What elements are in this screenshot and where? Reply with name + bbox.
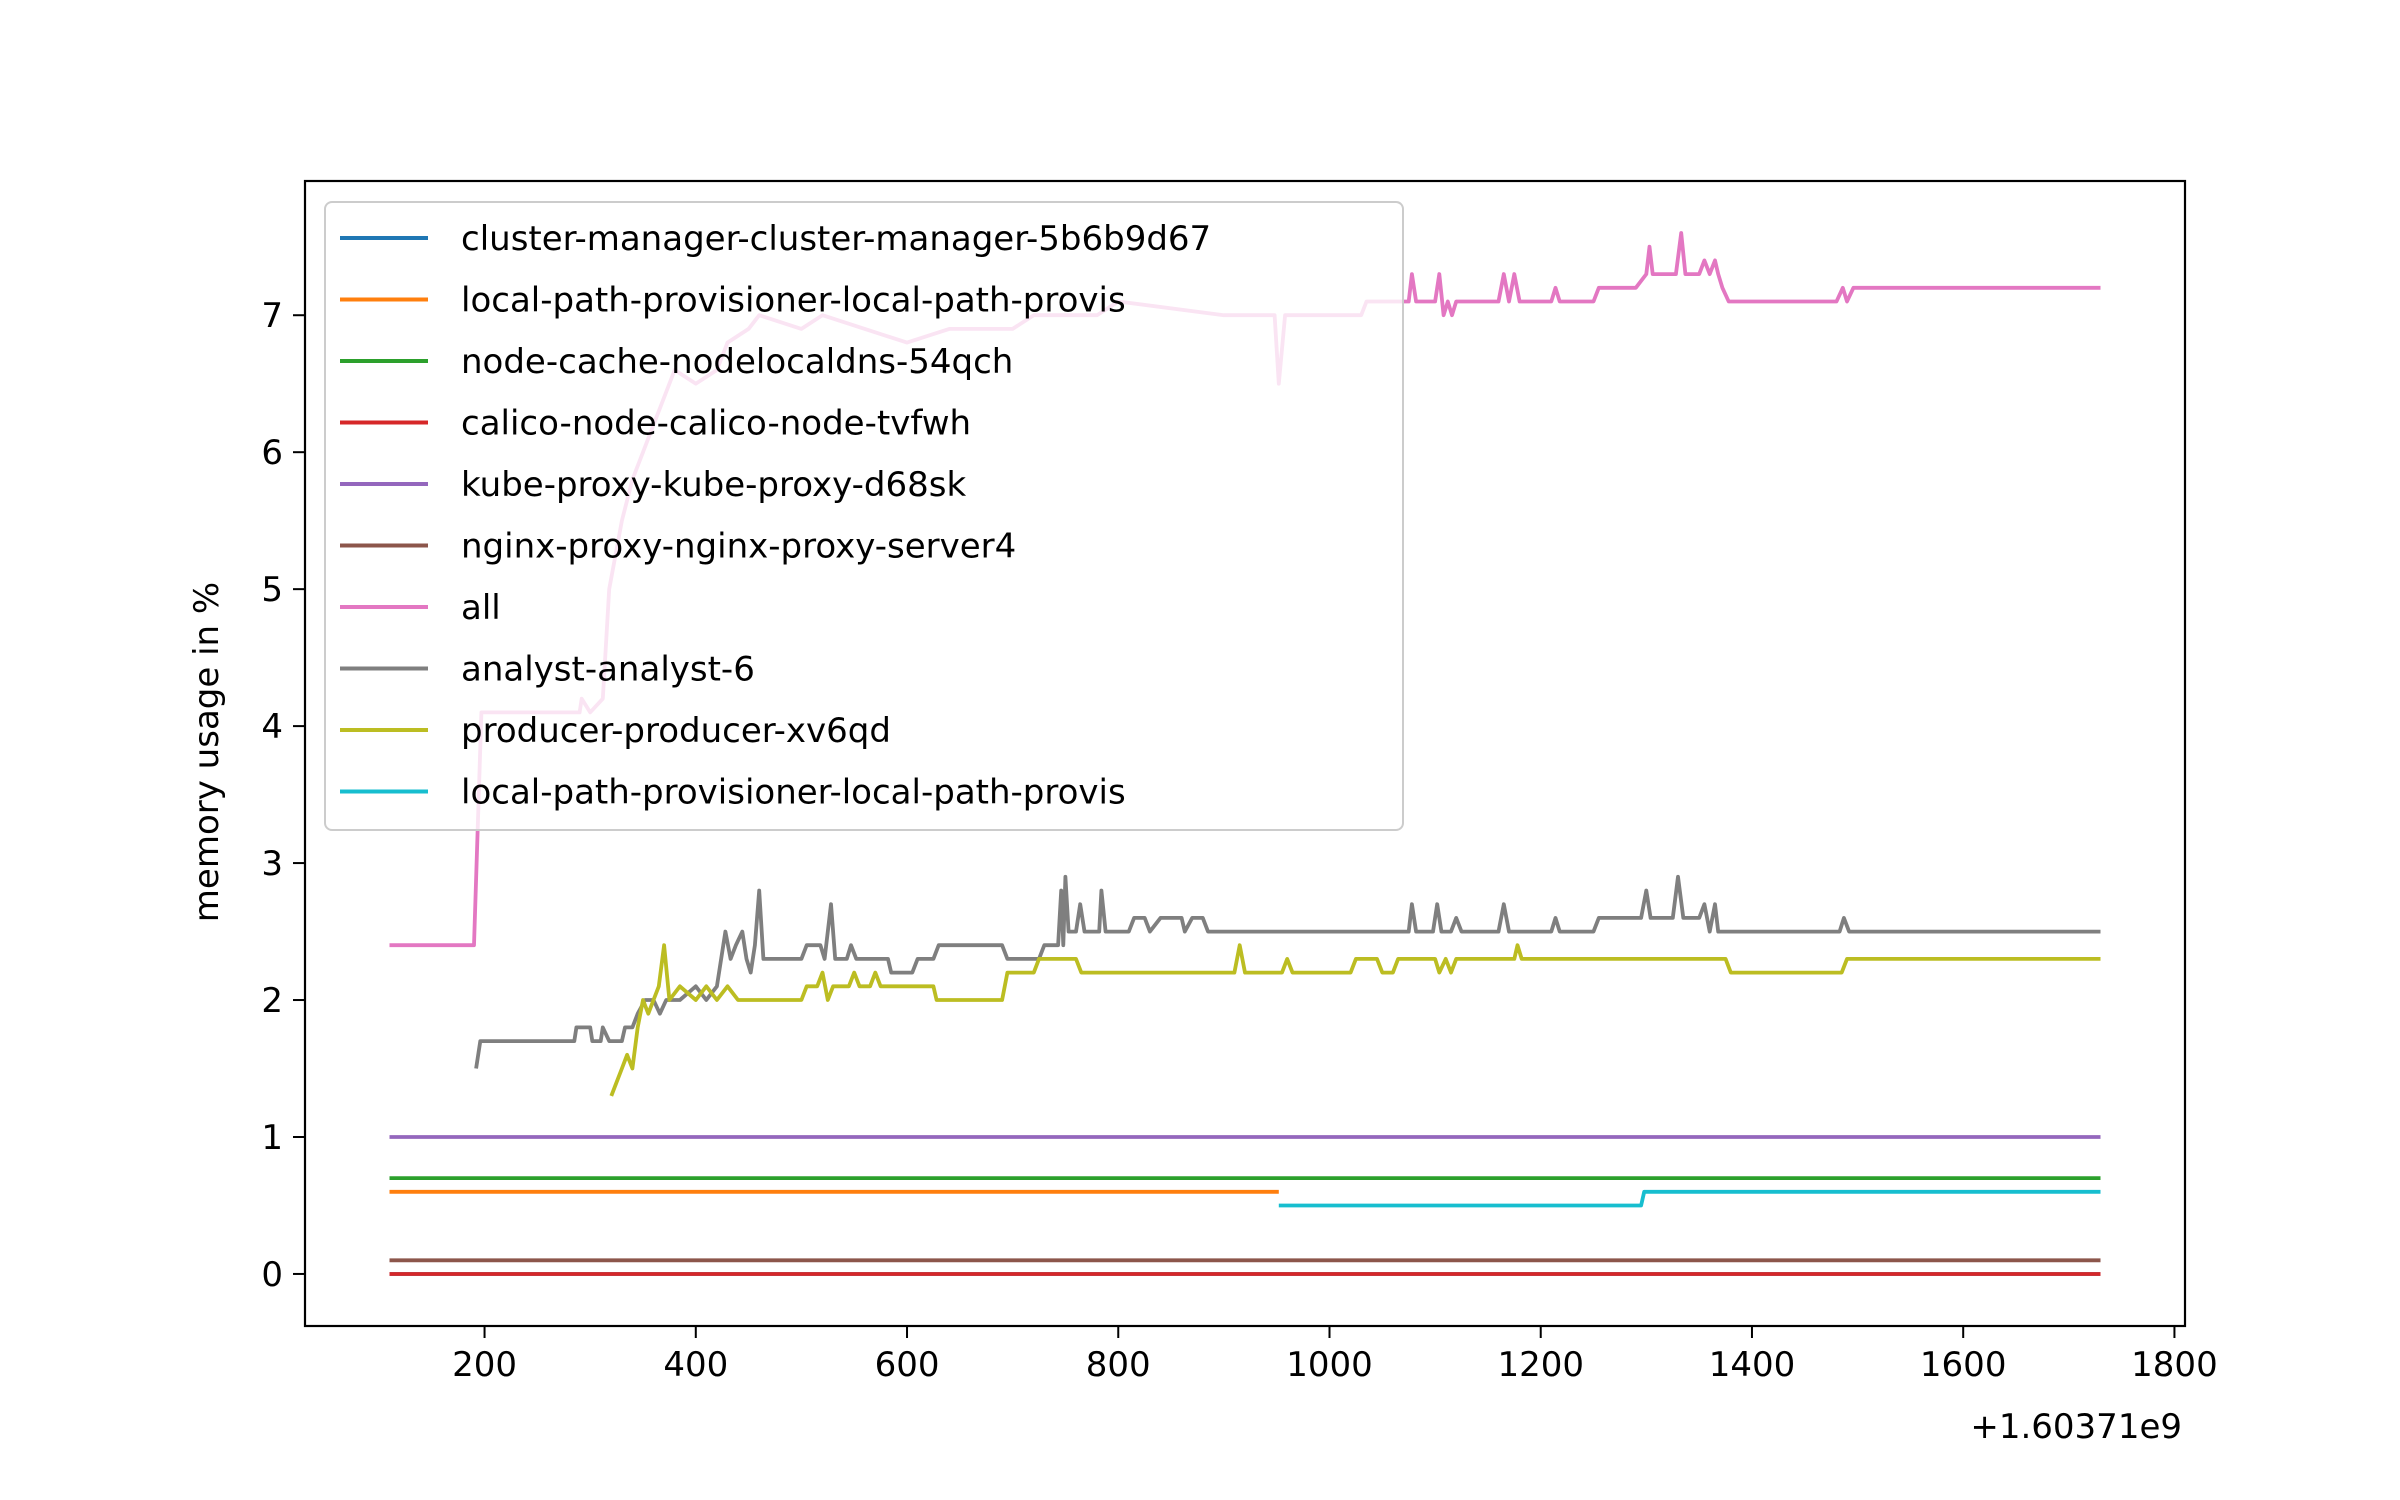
tick-layer: 200 400 600 800 1000 1200 1400 1600 1800 0 1 2 3 4 5 6 7 [261, 296, 2217, 1385]
y-tick-label: 5 [261, 570, 283, 610]
x-offset-label: +1.60371e9 [1970, 1407, 2182, 1447]
y-tick-label: 1 [261, 1118, 283, 1158]
x-tick-label: 1600 [1920, 1345, 2007, 1385]
legend-entry: node-cache-nodelocaldns-54qch [461, 342, 1013, 382]
legend-box [324, 201, 1404, 831]
x-tick-label: 1200 [1497, 1345, 1584, 1385]
series-lines [389, 231, 2101, 1276]
x-tick-label: 1400 [1709, 1345, 1796, 1385]
x-tick-label: 800 [1086, 1345, 1151, 1385]
legend-entry: cluster-manager-cluster-manager-5b6b9d67 [461, 219, 1211, 259]
y-tick-label: 6 [261, 433, 283, 473]
legend-entry: analyst-analyst-6 [461, 650, 755, 690]
legend-entry: producer-producer-xv6qd [461, 711, 891, 751]
x-tick-label: 1800 [2131, 1345, 2218, 1385]
legend-entry: local-path-provisioner-local-path-provis [461, 773, 1126, 813]
legend-entry: kube-proxy-kube-proxy-d68sk [461, 465, 966, 505]
legend-entry: nginx-proxy-nginx-proxy-server4 [461, 527, 1016, 567]
x-tick-label: 400 [663, 1345, 728, 1385]
x-tick-label: 600 [875, 1345, 940, 1385]
legend-entry: all [461, 588, 501, 628]
series-line-9 [609, 943, 2101, 1097]
y-tick-label: 4 [261, 707, 283, 747]
y-tick-label: 2 [261, 981, 283, 1021]
legend-entry: calico-node-calico-node-tvfwh [461, 404, 971, 444]
series-line-10 [1278, 1189, 2101, 1208]
x-tick-label: 200 [452, 1345, 517, 1385]
y-tick-label: 0 [261, 1255, 283, 1295]
legend-entry: local-path-provisioner-local-path-provis [461, 281, 1126, 321]
plot-frame [303, 179, 2187, 1328]
series-line-8 [474, 874, 2101, 1069]
y-tick-label: 3 [261, 844, 283, 884]
legend: cluster-manager-cluster-manager-5b6b9d67… [324, 201, 1404, 831]
x-tick-label: 1000 [1286, 1345, 1373, 1385]
y-axis-label: memory usage in % [187, 582, 227, 922]
y-tick-label: 7 [261, 296, 283, 336]
